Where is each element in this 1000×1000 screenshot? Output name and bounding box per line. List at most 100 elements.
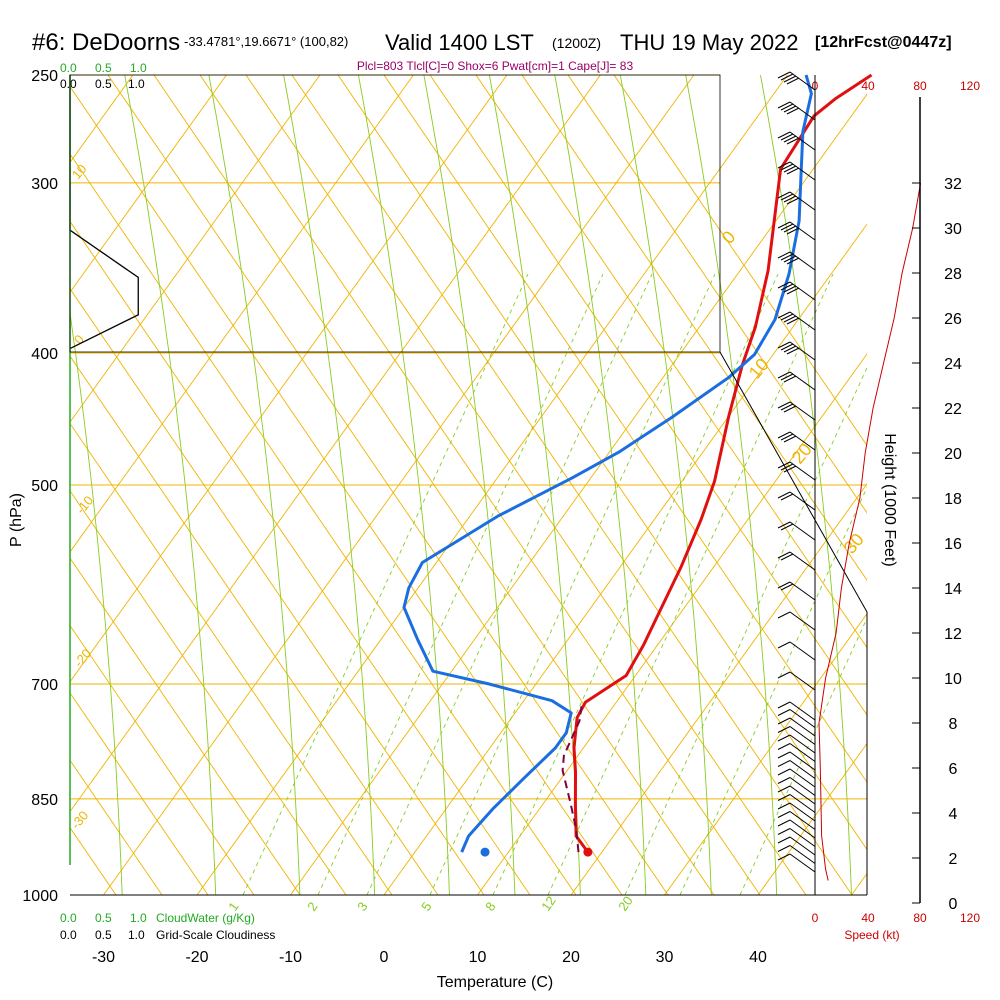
barb-feather (777, 785, 791, 793)
barb-feather (783, 75, 797, 83)
barb-feather (777, 777, 791, 784)
wind-barb (777, 461, 816, 481)
top-cloudwater-1: 0.5 (95, 61, 112, 75)
dry-adiabat-label: 30 (840, 529, 868, 557)
barb-staff (789, 828, 816, 847)
pressure-tick: 250 (31, 68, 58, 85)
barb-staff (789, 785, 816, 805)
barb-feather (786, 227, 800, 235)
barb-staff (789, 371, 816, 391)
barb-feather (780, 253, 794, 261)
barb-feather (783, 195, 797, 203)
height-tick-label: 28 (944, 266, 962, 283)
wind-barb (777, 845, 816, 864)
barb-feather (777, 581, 791, 589)
barb-feather (783, 435, 797, 443)
barb-feather (777, 281, 791, 289)
barb-feather (783, 375, 797, 383)
wind-barb (777, 641, 816, 661)
temperature-tick: -20 (185, 949, 208, 966)
bottom-scales: 0.0 0.5 1.0 CloudWater (g/Kg) 0.0 0.5 1.… (60, 911, 980, 942)
barb-feather (777, 836, 791, 844)
barb-feather (777, 191, 791, 199)
height-tick-label: 22 (944, 401, 962, 418)
barb-feather (777, 251, 791, 259)
parcel-line (561, 704, 583, 853)
wind-barb (777, 751, 816, 771)
wind-barb (777, 71, 816, 91)
dry-adiabat-label: -30 (68, 808, 92, 832)
wind-barb (777, 777, 816, 796)
barb-staff (789, 461, 816, 481)
dry-adiabat (0, 75, 24, 895)
barb-feather (783, 135, 797, 143)
station-coords: -33.4781°,19.6671° (100,82) (184, 34, 348, 49)
barb-feather (777, 828, 791, 835)
barb-feather (780, 493, 794, 501)
barb-feather (786, 347, 800, 355)
barb-feather (777, 311, 791, 319)
bottom-speed-80: 80 (913, 911, 927, 925)
moist-adiabat (0, 75, 10, 895)
mixing-ratio-label: 12 (538, 893, 559, 913)
isotherm (757, 742, 867, 895)
height-tick-label: 16 (944, 536, 962, 553)
barb-staff (789, 717, 816, 737)
temperature-tick: -10 (279, 949, 302, 966)
height-tick-label: 14 (944, 581, 962, 598)
barb-feather (780, 73, 794, 81)
barb-staff (789, 101, 816, 121)
speed-axis-label: Speed (kt) (844, 928, 899, 942)
wind-barb (777, 611, 816, 631)
barb-feather (777, 521, 791, 529)
bottom-cloudwater-2: 1.0 (130, 911, 147, 925)
height-tick-label: 30 (944, 221, 962, 238)
wind-barb (777, 853, 816, 873)
barb-staff (789, 611, 816, 631)
mixing-ratio-line (429, 273, 716, 895)
barb-feather (783, 405, 797, 413)
top-cloudiness-0: 0.0 (60, 77, 77, 91)
height-tick-label: 10 (944, 671, 962, 688)
barb-feather (777, 671, 791, 679)
barb-feather (777, 221, 791, 229)
barb-feather (780, 163, 794, 171)
wind-barb (777, 581, 816, 601)
mixing-ratio-line (739, 617, 867, 895)
barb-feather (777, 161, 791, 169)
pressure-tick: 850 (31, 792, 58, 809)
wind-barb (777, 760, 816, 779)
barb-staff (789, 794, 816, 813)
barb-feather (780, 403, 794, 411)
mixing-ratio-label: 8 (482, 899, 498, 914)
wind-speed-line (818, 182, 922, 881)
temperature-axis-label: Temperature (C) (437, 974, 553, 991)
wind-barb (777, 717, 816, 737)
wind-barb (777, 734, 816, 754)
barb-feather (777, 371, 791, 379)
cloudwater-legend: CloudWater (g/Kg) (156, 911, 255, 925)
mixing-ratio-label: 2 (304, 899, 320, 914)
top-cloudiness-2: 1.0 (128, 77, 145, 91)
barb-feather (783, 285, 797, 293)
barb-staff (789, 734, 816, 754)
barb-staff (789, 131, 816, 151)
barb-feather (780, 313, 794, 321)
barb-feather (786, 287, 800, 295)
dry-adiabat-label: 0 (718, 227, 740, 248)
mixing-ratio-label: 3 (354, 899, 370, 914)
barb-feather (777, 768, 791, 776)
top-speed-80: 80 (913, 79, 927, 93)
wind-barb (777, 726, 816, 745)
barb-feather (777, 551, 791, 559)
barb-feather (777, 461, 791, 469)
barb-feather (783, 165, 797, 173)
barb-feather (777, 734, 791, 742)
barb-staff (789, 521, 816, 541)
wind-barb (777, 521, 816, 541)
barb-feather (780, 373, 794, 381)
barb-feather (777, 101, 791, 109)
barb-staff (789, 251, 816, 271)
dry-adiabat (613, 75, 867, 447)
